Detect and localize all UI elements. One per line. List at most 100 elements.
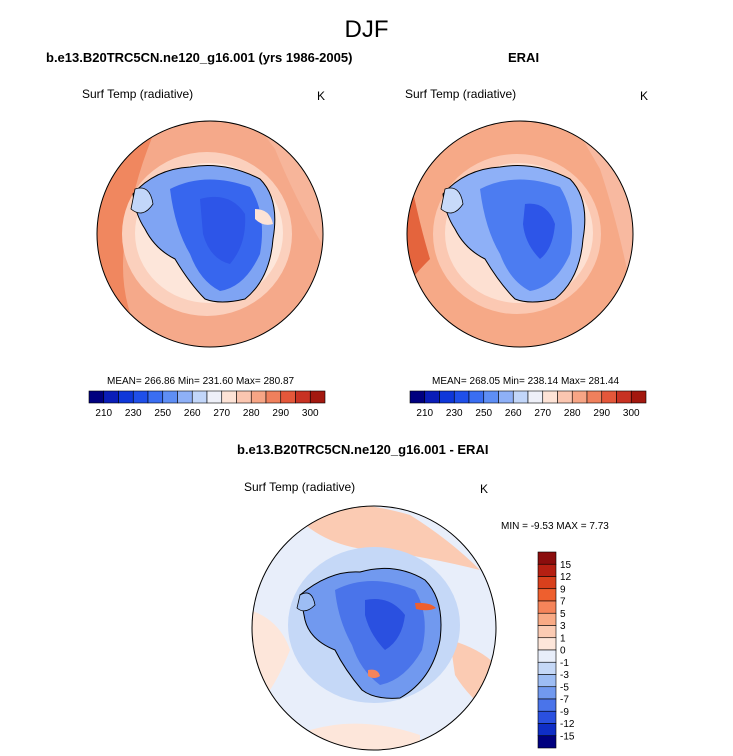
- panel2-colorbar-box: [439, 390, 455, 404]
- panel3-colorbar-box: [537, 723, 557, 737]
- panel1-colorbar-box: [177, 390, 193, 404]
- panel2-colorbar-box: [630, 390, 647, 404]
- panel1-colorbar-box: [295, 390, 311, 404]
- panel3-warm-anomaly: [415, 602, 436, 611]
- panel2-units-label: K: [640, 89, 649, 103]
- panel3-colorbar-box: [537, 686, 557, 700]
- panel3-colorbar-tick-label: -5: [560, 682, 569, 693]
- panel3-colorbar-tick-label: 3: [560, 621, 566, 632]
- panel3-colorbar-tick-label: -7: [560, 695, 569, 706]
- panel1-colorbar-box: [250, 390, 267, 404]
- panel2-colorbar-tick-label: 250: [475, 408, 492, 419]
- panel3-colorbar-box: [537, 698, 557, 712]
- panel1-colorbar-tick-label: 230: [125, 408, 142, 419]
- panel1-polar-map: [96, 120, 324, 348]
- panel3-colorbar-box: [537, 625, 557, 639]
- panel1-colorbar-box: [206, 390, 223, 404]
- panel3-colorbar-box: [537, 551, 557, 565]
- panel3-colorbar-box: [537, 661, 557, 675]
- panel2-colorbar-box: [557, 390, 573, 404]
- panel2-colorbar-box: [571, 390, 588, 404]
- panel2-variable-label: Surf Temp (radiative): [405, 87, 517, 101]
- panel1-colorbar-tick-label: 290: [272, 408, 289, 419]
- panel1-colorbar-box: [103, 390, 119, 404]
- panel1-colorbar-tick-label: 270: [213, 408, 230, 419]
- panel3-colorbar-box: [537, 735, 557, 749]
- panel3-map-border: [251, 505, 497, 751]
- panel3-colorbar-tick-label: 5: [560, 609, 566, 620]
- panel1-colorbar-tick-label: 260: [184, 408, 201, 419]
- panel3-colorbar-box: [537, 637, 557, 651]
- panel3-colorbar-tick-label: 12: [560, 572, 572, 583]
- panel1-colorbar-box: [221, 390, 237, 404]
- panel2-colorbar-box: [601, 390, 617, 404]
- panel2-colorbar-box: [409, 390, 426, 404]
- panel3-colorbar-tick-label: 0: [560, 646, 566, 657]
- panel3-strong-negative: [365, 599, 405, 650]
- panel1-colorbar-box: [280, 390, 296, 404]
- panel1-title: b.e13.B20TRC5CN.ne120_g16.001 (yrs 1986-…: [46, 50, 353, 65]
- panel3-positive-region-north: [290, 506, 480, 570]
- panel3-colorbar-box: [537, 563, 557, 577]
- panel3-colorbar-tick-label: -9: [560, 707, 569, 718]
- panel1-colorbar-box: [118, 390, 134, 404]
- panel3-colorbar-tick-label: 15: [560, 560, 572, 571]
- panel3-colorbar-tick-label: -1: [560, 658, 569, 669]
- panel2-colorbar-tick-label: 290: [593, 408, 610, 419]
- panel1-colorbar-tick-label: 210: [95, 408, 112, 419]
- panel3-colorbar-box: [537, 576, 557, 590]
- panel2-colorbar-tick-label: 270: [534, 408, 551, 419]
- panel3-colorbar-box: [537, 674, 557, 688]
- panel2-colorbar-box: [453, 390, 470, 404]
- panel1-plateau: [200, 196, 246, 264]
- panel1-colorbar-box: [162, 390, 178, 404]
- panel3-colorbar-tick-label: -15: [560, 731, 575, 742]
- panel2-map-border: [406, 120, 634, 348]
- panel2-stats: MEAN= 268.05 Min= 238.14 Max= 281.44: [432, 376, 620, 387]
- panel2-colorbar-tick-label: 230: [446, 408, 463, 419]
- panel3-colorbar-box: [537, 612, 557, 626]
- panel2-colorbar-box: [542, 390, 558, 404]
- panel3-small-warm-anomaly: [368, 669, 380, 678]
- panel1-colorbar-box: [236, 390, 252, 404]
- panel3-stats: MIN = -9.53 MAX = 7.73: [501, 521, 609, 532]
- panel3-colorbar-tick-label: -12: [560, 719, 575, 730]
- panel1-colorbar-box: [191, 390, 208, 404]
- panel3-peninsula: [296, 592, 316, 612]
- panel3-polar-map: [251, 505, 497, 751]
- panel1-units-label: K: [317, 89, 326, 103]
- panel1-colorbar-box: [88, 390, 105, 404]
- panel3-variable-label: Surf Temp (radiative): [244, 480, 356, 494]
- panel3-colorbar-tick-label: -3: [560, 670, 569, 681]
- panel2-colorbar-box: [512, 390, 529, 404]
- panel2-colorbar-box: [527, 390, 544, 404]
- panel1-ross-ice-anomaly: [255, 209, 273, 225]
- panel1-colorbar-box: [147, 390, 164, 404]
- panel3-colorbar-box: [537, 600, 557, 614]
- panel2-colorbar-box: [616, 390, 632, 404]
- panel1-colorbar-box: [132, 390, 149, 404]
- panel3-colorbar-tick-label: 7: [560, 597, 566, 608]
- panel1-peninsula: [130, 187, 154, 214]
- panel2-colorbar-tick-label: 210: [416, 408, 433, 419]
- panel3-colorbar-box: [537, 710, 557, 724]
- panel1-variable-label: Surf Temp (radiative): [82, 87, 194, 101]
- panel1-colorbar-tick-label: 300: [302, 408, 319, 419]
- panel2-colorbar-box: [424, 390, 440, 404]
- panel2-colorbar: 210 230 250 260 270 280 290 300: [409, 390, 647, 419]
- panel3-title: b.e13.B20TRC5CN.ne120_g16.001 - ERAI: [237, 442, 489, 457]
- panel2-colorbar-tick-label: 280: [564, 408, 581, 419]
- panel2-colorbar-box: [586, 390, 603, 404]
- panel2-colorbar-tick-label: 260: [505, 408, 522, 419]
- panel2-colorbar-box: [498, 390, 514, 404]
- panel1-map-border: [96, 120, 324, 348]
- panel2-colorbar-tick-label: 300: [623, 408, 640, 419]
- panel2-peninsula: [440, 187, 464, 214]
- panel2-polar-map: [406, 120, 634, 348]
- panel2-colorbar-box: [468, 390, 485, 404]
- panel3-colorbar-box: [537, 588, 557, 602]
- panel3-units-label: K: [480, 482, 489, 496]
- panel2-colorbar-box: [483, 390, 499, 404]
- panel1-stats: MEAN= 266.86 Min= 231.60 Max= 280.87: [107, 376, 295, 387]
- panel1-colorbar-tick-label: 280: [243, 408, 260, 419]
